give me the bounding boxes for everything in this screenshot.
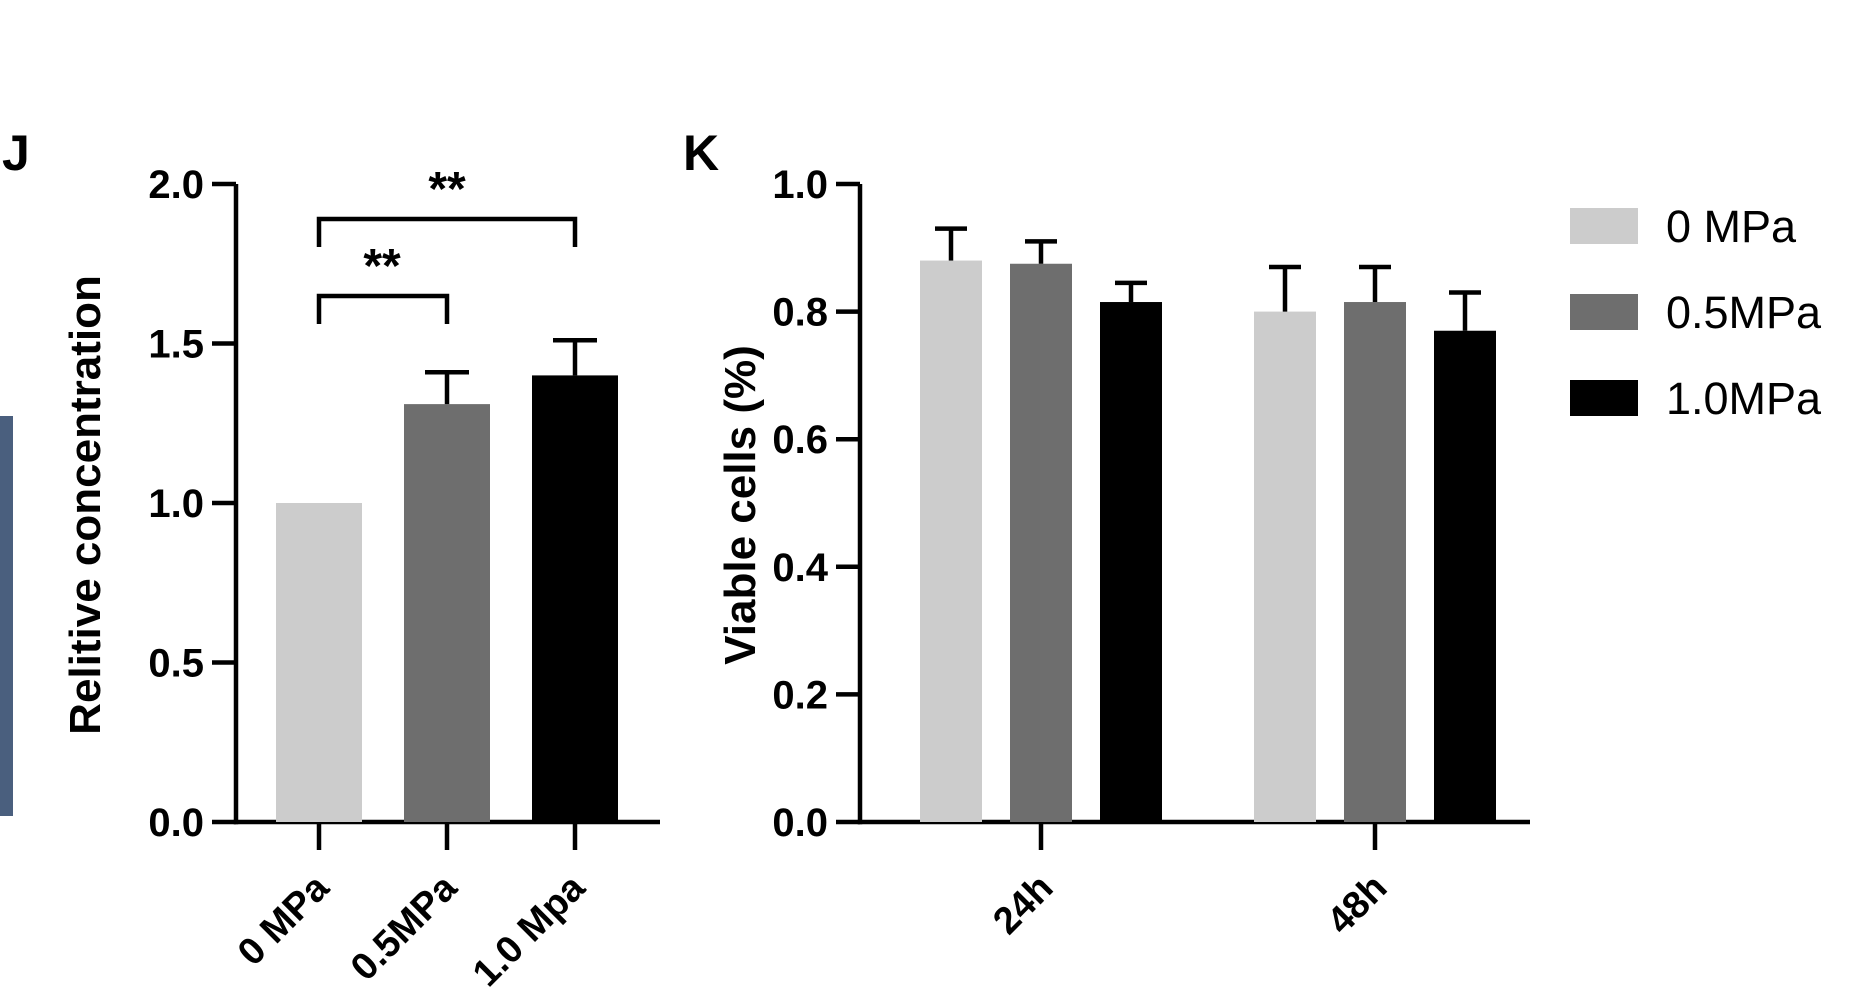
panel-j-bar	[532, 375, 618, 822]
panel-k-y-tick-label: 0.4	[772, 546, 828, 590]
panel-j-significance-label: **	[363, 240, 401, 293]
panel-j: J Relitive concentration 0.0 0.5 1.0 1.5 2.0…	[2, 125, 660, 995]
legend-label: 0 MPa	[1666, 201, 1797, 252]
panel-j-bar	[404, 404, 490, 822]
panel-k-bar	[1010, 263, 1072, 822]
panel-j-y-tick-label: 2.0	[148, 163, 204, 207]
panel-j-significance-bracket	[316, 216, 578, 247]
panel-k-label: K	[683, 125, 719, 181]
panel-j-x-tick-label: 0 MPa	[230, 866, 338, 974]
panel-j-y-tick-label: 0.0	[148, 801, 204, 845]
panel-j-label: J	[2, 125, 30, 181]
panel-k-x-tick-label: 48h	[1319, 867, 1395, 943]
legend-label: 1.0MPa	[1666, 373, 1822, 424]
panel-j-x-tick-label: 0.5MPa	[343, 866, 466, 989]
neighbor-image-fragment	[0, 416, 13, 816]
panel-j-y-tick-label: 1.5	[148, 323, 204, 367]
panel-k-y-tick-label: 1.0	[772, 163, 828, 207]
panel-k-bar	[920, 260, 982, 822]
panel-k-bar	[1434, 330, 1496, 822]
panel-k-y-tick-label: 0.0	[772, 801, 828, 845]
panel-j-bar	[276, 503, 362, 822]
legend-swatch	[1570, 294, 1638, 330]
panel-k-bar	[1254, 311, 1316, 822]
panel-k-bar	[1100, 302, 1162, 822]
legend-swatch	[1570, 208, 1638, 244]
panel-k-y-tick-label: 0.8	[772, 291, 828, 335]
panel-k: K Viable cells (%) 0.0 0.2 0.4 0.6 0.8 1.0 24h…	[683, 125, 1822, 943]
panel-j-significance-label: **	[428, 163, 466, 216]
panel-k-y-tick-label: 0.2	[772, 673, 828, 717]
panel-k-x-tick-label: 24h	[985, 867, 1061, 943]
panel-k-y-tick-label: 0.6	[772, 418, 828, 462]
panel-k-bar	[1344, 302, 1406, 822]
panel-j-y-tick-label: 1.0	[148, 482, 204, 526]
panel-j-y-axis-title: Relitive concentration	[61, 275, 110, 735]
panel-k-y-axis-title: Viable cells (%)	[716, 345, 765, 665]
legend-label: 0.5MPa	[1666, 287, 1822, 338]
legend-swatch	[1570, 380, 1638, 416]
panel-j-y-tick-label: 0.5	[148, 642, 204, 686]
panel-j-x-tick-label: 1.0 Mpa	[465, 866, 594, 995]
panel-j-significance-bracket	[316, 293, 450, 324]
